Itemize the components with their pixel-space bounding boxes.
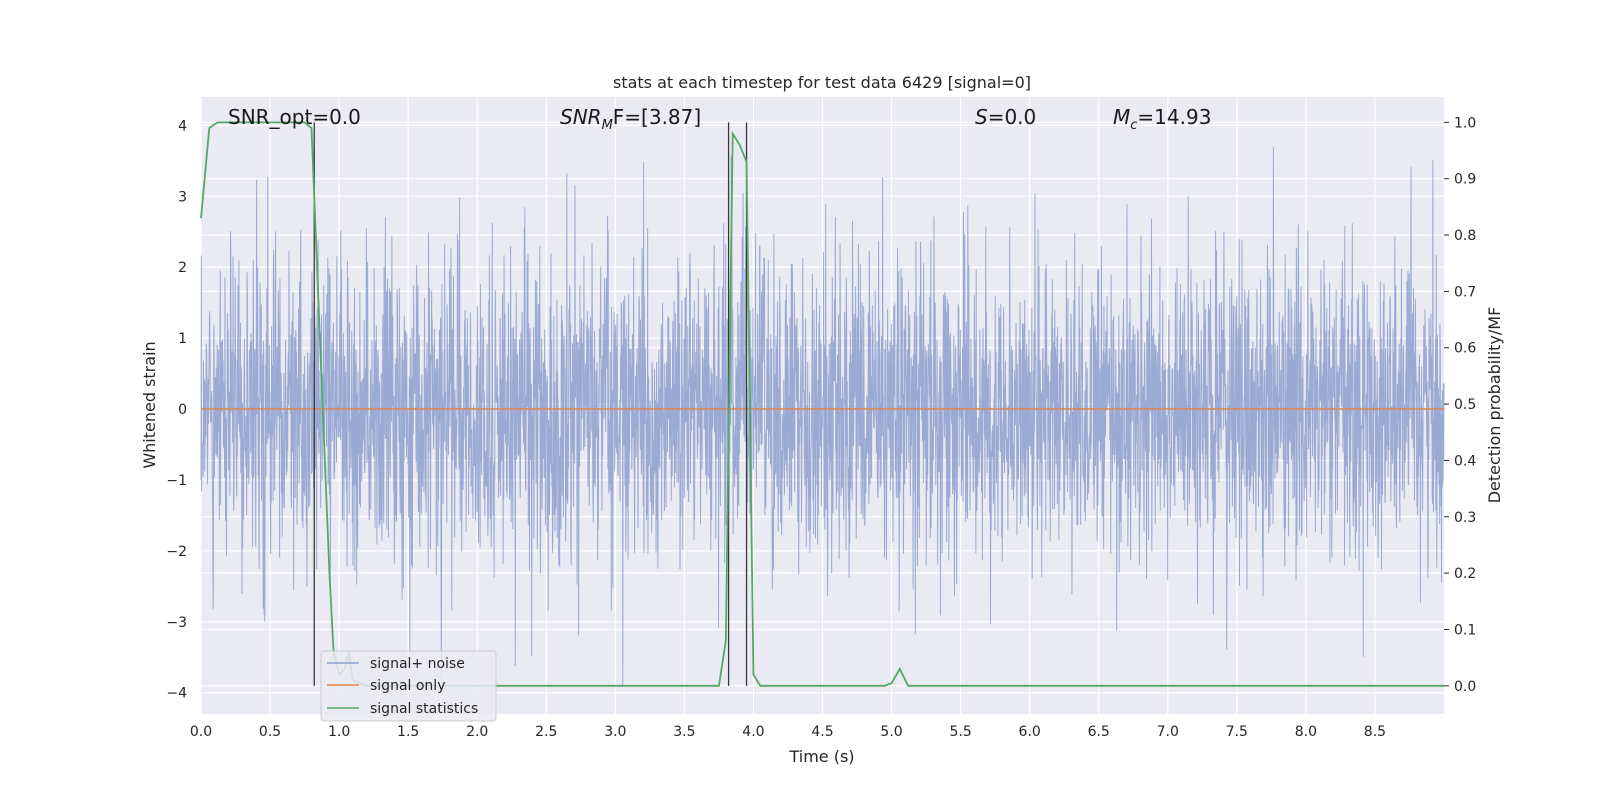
x-tick-label: 7.0 (1157, 724, 1179, 740)
annotation-mc-main: M (1113, 105, 1130, 129)
x-tick-label: 8.0 (1295, 724, 1317, 740)
y-left-tick-label: 3 (178, 189, 187, 205)
legend-box (320, 650, 497, 722)
x-tick-label: 5.0 (880, 724, 902, 740)
x-axis-ticks: 0.0 0.5 1.0 1.5 2.0 2.5 3.0 3.5 4.0 4.5 5.0 5.5 6.0 6… (190, 724, 1386, 740)
series-signal-noise (200, 147, 1445, 686)
annotation-snr-mf: SNRMF=[3.87] (560, 105, 701, 133)
annotation-snr-mf-sub: M (602, 118, 613, 133)
x-tick-label: 8.5 (1364, 724, 1386, 740)
annotation-s-rest: =0.0 (988, 105, 1037, 129)
annotation-s: S=0.0 (975, 105, 1036, 129)
y-left-tick-label: −2 (166, 544, 187, 560)
x-tick-label: 1.5 (397, 724, 419, 740)
y-right-tick-label: 0.9 (1454, 172, 1476, 188)
x-axis-label: Time (s) (788, 747, 854, 766)
annotation-s-main: S (975, 105, 988, 129)
y-right-tick-label: 0.1 (1454, 622, 1476, 638)
y-right-tick-label: 0.7 (1454, 284, 1476, 300)
legend-label-signal-statistics: signal statistics (370, 701, 478, 717)
x-tick-label: 6.0 (1019, 724, 1041, 740)
legend-label-signal-only: signal only (370, 678, 445, 694)
x-tick-label: 2.5 (535, 724, 557, 740)
x-tick-label: 4.0 (742, 724, 764, 740)
y-left-tick-label: −1 (166, 473, 187, 489)
series-signal-statistics (200, 121, 1444, 687)
annotation-mc-rest: =14.93 (1137, 105, 1211, 129)
x-tick-label: 4.5 (811, 724, 833, 740)
y-right-tick-label: 0.6 (1454, 341, 1476, 357)
annotation-mc: Mc=14.93 (1113, 105, 1211, 133)
x-tick-label: 2.0 (466, 724, 488, 740)
y-left-tick-label: 4 (178, 118, 187, 134)
y-right-tick-label: 0.8 (1454, 228, 1476, 244)
x-tick-label: 5.5 (949, 724, 971, 740)
x-tick-label: 3.0 (604, 724, 626, 740)
annotation-snr-mf-rest: F=[3.87] (613, 105, 701, 129)
y-right-tick-label: 0.2 (1454, 566, 1476, 582)
y-left-tick-label: 1 (178, 331, 187, 347)
annotation-snr-opt: SNR_opt=0.0 (228, 105, 361, 129)
y-right-tick-label: 0.5 (1454, 397, 1476, 413)
legend-label-signal-noise: signal+ noise (370, 656, 465, 672)
chart-title: stats at each timestep for test data 642… (613, 73, 1031, 92)
x-tick-label: 0.5 (259, 724, 281, 740)
y-right-tick-label: 0.0 (1454, 679, 1476, 695)
signal-statistics-line (200, 121, 1444, 687)
x-tick-label: 3.5 (673, 724, 695, 740)
x-tick-label: 0.0 (190, 724, 212, 740)
x-tick-label: 7.5 (1226, 724, 1248, 740)
x-tick-label: 1.0 (328, 724, 350, 740)
annotation-mc-sub: c (1130, 118, 1137, 133)
y-left-tick-label: −4 (166, 686, 187, 702)
y-left-tick-label: −3 (166, 615, 187, 631)
y-right-axis-label: Detection probability/MF (1485, 307, 1504, 504)
x-tick-label: 6.5 (1088, 724, 1110, 740)
y-right-tick-label: 0.3 (1454, 510, 1476, 526)
annotation-snr-mf-main: SNR (560, 105, 602, 129)
legend: signal+ noise signal only signal statist… (320, 650, 497, 722)
y-left-axis-label: Whitened strain (140, 341, 159, 468)
y-right-tick-label: 0.4 (1454, 453, 1476, 469)
y-right-tick-label: 1.0 (1454, 115, 1476, 131)
y-left-tick-label: 2 (178, 260, 187, 276)
y-left-tick-label: 0 (178, 402, 187, 418)
signal-noise-line (200, 147, 1445, 686)
y-left-axis-ticks: −4 −3 −2 −1 0 1 2 3 4 (166, 118, 187, 701)
y-right-axis-ticks: 0.0 0.1 0.2 0.3 0.4 0.5 0.6 0.7 0.8 0.9 1.0 (1444, 115, 1476, 695)
